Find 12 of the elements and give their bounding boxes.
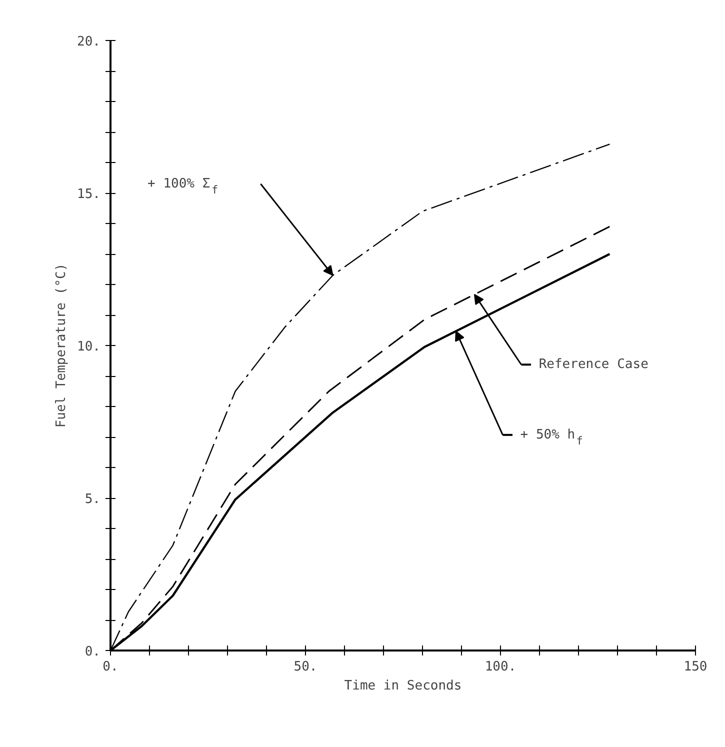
x-tick-label: 150	[684, 660, 708, 674]
y-tick-label: 20.	[77, 34, 101, 50]
annotation: Reference Case	[538, 357, 649, 372]
y-tick-label: 0.	[84, 644, 101, 660]
y-axis-title: Fuel Temperature (°C)	[54, 263, 70, 428]
x-tick-label: 50.	[294, 660, 318, 674]
y-tick-label: 15.	[77, 187, 101, 202]
x-tick-label: 0.	[102, 660, 118, 674]
x-axis-title: Time in Seconds	[344, 678, 462, 694]
y-tick-label: 10.	[77, 340, 101, 354]
y-tick-label: 5.	[84, 492, 101, 507]
x-tick-label: 100.	[484, 660, 516, 674]
